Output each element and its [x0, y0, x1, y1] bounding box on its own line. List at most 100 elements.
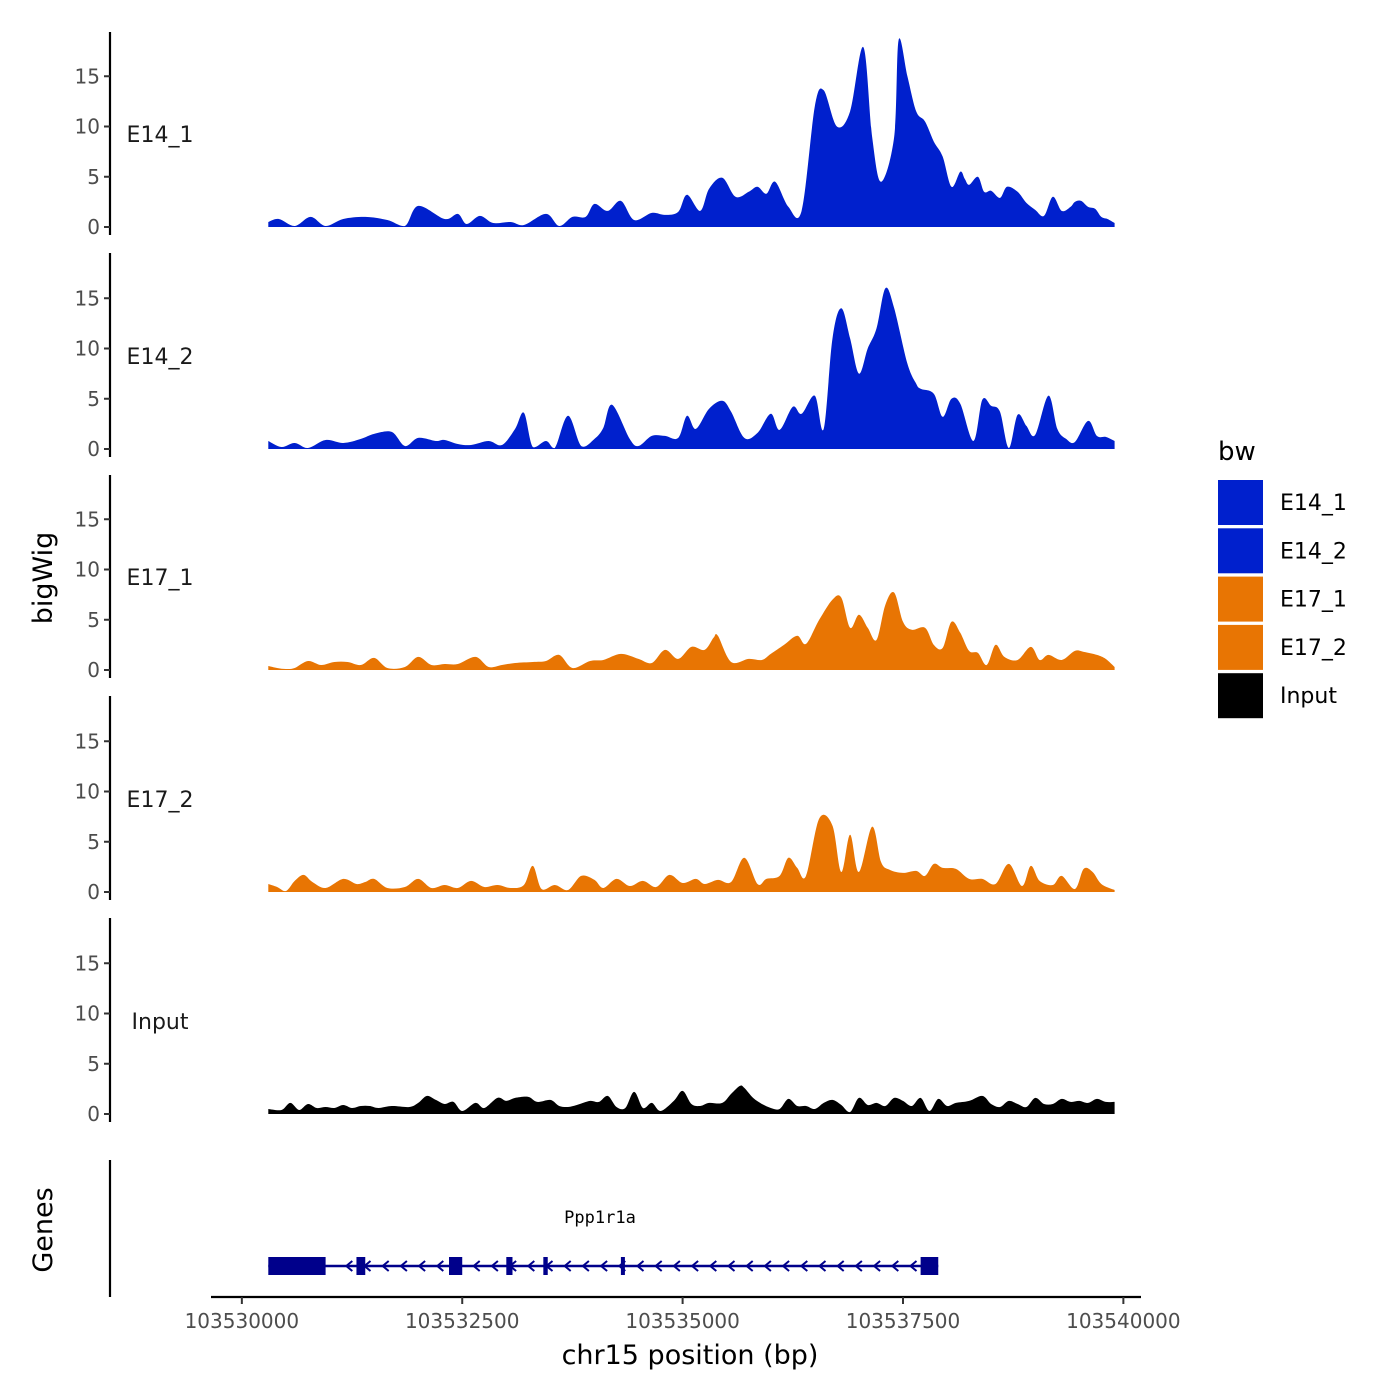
- strand-arrow-icon: [908, 1260, 918, 1272]
- gene-axis-title: Genes: [28, 1187, 59, 1272]
- y-tick-label: 5: [87, 1052, 100, 1076]
- strand-arrows: [344, 1260, 918, 1272]
- track-label: E14_2: [127, 345, 194, 370]
- x-axis-title: chr15 position (bp): [562, 1340, 819, 1371]
- y-tick-label: 15: [75, 951, 100, 975]
- y-tick-label: 0: [87, 437, 100, 461]
- track-panel-Input: 0 5 10 15 Input: [75, 918, 1115, 1126]
- track-label: E17_1: [127, 566, 194, 591]
- y-tick-label: 10: [75, 780, 100, 804]
- strand-arrow-icon: [799, 1260, 808, 1272]
- track-panel-E14_1: 0 5 10 15 E14_1: [75, 32, 1115, 239]
- strand-arrow-icon: [563, 1260, 572, 1272]
- x-tick-label: 103535000: [625, 1309, 740, 1333]
- legend-label: E14_2: [1280, 539, 1347, 564]
- strand-arrow-icon: [344, 1260, 353, 1272]
- legend-swatch: [1218, 480, 1263, 525]
- strand-arrow-icon: [399, 1260, 408, 1272]
- legend-item: E14_2: [1218, 528, 1347, 574]
- y-tick-label: 15: [75, 729, 100, 753]
- track-label: Input: [132, 1010, 189, 1035]
- y-tick-label: 5: [87, 165, 100, 189]
- legend: bw E14_1 E14_2 E17_1 E17_2 Input: [1218, 437, 1347, 719]
- strand-arrow-icon: [763, 1260, 772, 1272]
- gene-name-label: Ppp1r1a: [564, 1208, 636, 1228]
- strand-arrow-icon: [672, 1260, 681, 1272]
- y-tick-label: 10: [75, 115, 100, 139]
- legend-label: E14_1: [1280, 491, 1347, 516]
- strand-arrow-icon: [854, 1260, 863, 1272]
- x-tick-label: 103532500: [405, 1309, 520, 1333]
- gene-exon: [356, 1257, 366, 1275]
- y-tick-label: 15: [75, 64, 100, 88]
- signal-area-Input: [268, 1085, 1115, 1114]
- strand-arrow-icon: [890, 1260, 899, 1272]
- strand-arrow-icon: [745, 1260, 754, 1272]
- y-tick-label: 5: [87, 387, 100, 411]
- strand-arrow-icon: [781, 1260, 790, 1272]
- track-label: E17_2: [127, 788, 194, 813]
- y-tick-label: 10: [75, 558, 100, 582]
- signal-area-E14_2: [268, 287, 1115, 449]
- y-tick-label: 0: [87, 658, 100, 682]
- x-axis: 103530000 103532500 103535000 103537500 1035…: [185, 1295, 1181, 1333]
- gene-exon: [543, 1257, 548, 1275]
- gene-exon: [449, 1257, 463, 1275]
- legend-swatch: [1218, 576, 1263, 622]
- gene-exon: [920, 1257, 939, 1275]
- strand-arrow-icon: [690, 1260, 699, 1272]
- y-axis-title: bigWig: [28, 532, 59, 625]
- legend-swatch: [1218, 673, 1263, 719]
- strand-arrow-icon: [526, 1260, 535, 1272]
- strand-arrow-icon: [836, 1260, 845, 1272]
- legend-item: Input: [1218, 673, 1337, 719]
- y-tick-label: 15: [75, 507, 100, 531]
- strand-arrow-icon: [708, 1260, 717, 1272]
- track-panel-E17_1: 0 5 10 15 E17_1: [75, 475, 1115, 682]
- strand-arrow-icon: [817, 1260, 827, 1272]
- legend-swatch: [1218, 528, 1263, 574]
- legend-items: E14_1 E14_2 E17_1 E17_2 Input: [1218, 480, 1347, 719]
- y-tick-label: 0: [87, 215, 100, 239]
- legend-label: E17_2: [1280, 636, 1347, 661]
- gene-exon: [506, 1257, 513, 1275]
- legend-title: bw: [1218, 437, 1256, 467]
- y-tick-label: 5: [87, 608, 100, 632]
- strand-arrow-icon: [654, 1260, 663, 1272]
- strand-arrow-icon: [472, 1260, 481, 1272]
- track-panel-E14_2: 0 5 10 15 E14_2: [75, 253, 1115, 461]
- track-panel-E17_2: 0 5 10 15 E17_2: [75, 696, 1115, 904]
- strand-arrow-icon: [599, 1260, 608, 1272]
- legend-swatch: [1218, 624, 1263, 670]
- track-label: E14_1: [127, 123, 194, 148]
- legend-item: E17_2: [1218, 624, 1347, 670]
- y-tick-label: 10: [75, 1002, 100, 1026]
- legend-item: E17_1: [1218, 576, 1347, 622]
- strand-arrow-icon: [490, 1260, 499, 1272]
- y-tick-label: 0: [87, 880, 100, 904]
- x-tick-label: 103540000: [1066, 1309, 1181, 1333]
- strand-arrow-icon: [581, 1260, 590, 1272]
- x-tick-label: 103537500: [846, 1309, 961, 1333]
- strand-arrow-icon: [872, 1260, 881, 1272]
- legend-label: E17_1: [1280, 588, 1347, 613]
- legend-item: E14_1: [1218, 480, 1347, 525]
- strand-arrow-icon: [381, 1260, 390, 1272]
- y-tick-label: 0: [87, 1102, 100, 1126]
- signal-area-E17_1: [268, 591, 1115, 670]
- strand-arrow-icon: [417, 1260, 426, 1272]
- gene-track: Ppp1r1a: [108, 1160, 939, 1297]
- legend-label: Input: [1280, 684, 1337, 709]
- x-tick-label: 103530000: [185, 1309, 300, 1333]
- signal-tracks: 0 5 10 15 E14_1 0 5 10 15 E14_2 0 5 10 15 E17_1 0 5 10 15 E…: [75, 32, 1115, 1126]
- strand-arrow-icon: [635, 1260, 645, 1272]
- strand-arrow-icon: [435, 1260, 444, 1272]
- signal-area-E17_2: [268, 814, 1115, 892]
- signal-area-E14_1: [268, 38, 1115, 228]
- y-tick-label: 15: [75, 286, 100, 310]
- y-tick-label: 5: [87, 830, 100, 854]
- gene-exon: [268, 1257, 326, 1275]
- y-tick-label: 10: [75, 337, 100, 361]
- gene-exon: [620, 1257, 625, 1275]
